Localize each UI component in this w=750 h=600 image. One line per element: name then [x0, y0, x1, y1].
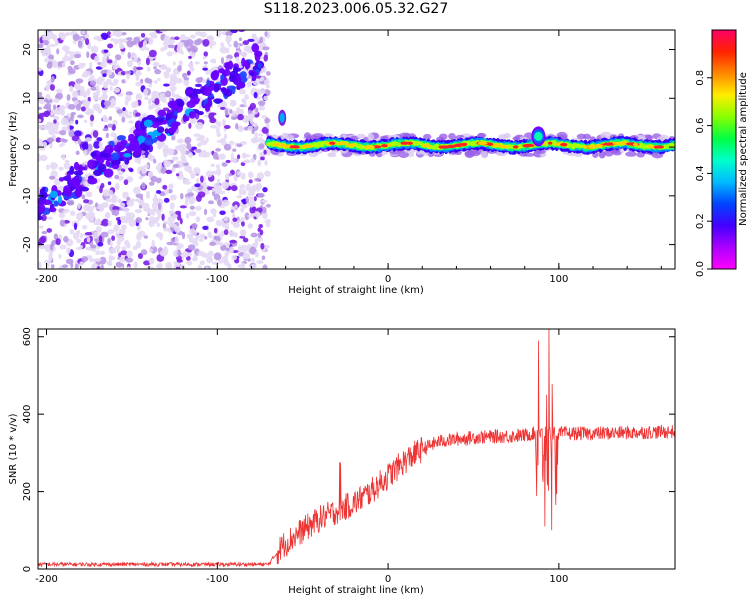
spectrogram-x-tick-label: 100	[549, 274, 568, 285]
snr-frame	[37, 328, 676, 570]
snr-x-ticks: -200 -100 0 100	[35, 329, 568, 585]
snr-y-tick-label: 0	[22, 566, 33, 572]
snr-x-tick-label: -200	[35, 574, 58, 585]
snr-plot-area	[38, 329, 675, 569]
spectrogram-y-tick-label: 20	[22, 43, 33, 56]
spectrogram-x-tick-label: -200	[35, 274, 58, 285]
spectrogram-y-tick-label: -10	[22, 188, 33, 204]
spectrogram-y-tick-label: -20	[22, 236, 33, 252]
colorbar-gradient	[712, 30, 736, 269]
snr-y-ticks: 0 200 400 600	[22, 327, 675, 572]
spectrogram-x-ticks: -200 -100 0 100	[35, 30, 662, 285]
spectrogram-x-tick-label: -100	[206, 274, 229, 285]
colorbar-tick-label: 0.6	[695, 118, 706, 134]
colorbar-tick-label: 0.2	[695, 213, 706, 229]
spectrogram-noise-region	[38, 30, 272, 269]
snr-x-tick-label: -100	[206, 574, 229, 585]
snr-panel: -200 -100 0 100 0 200 400 600 Height of straig…	[8, 327, 676, 596]
colorbar-tick-label: 0.0	[695, 261, 706, 277]
colorbar-tick-label: 0.4	[695, 165, 706, 181]
snr-x-tick-label: 0	[385, 574, 391, 585]
snr-y-tick-label: 400	[22, 405, 33, 424]
spectrogram-x-label: Height of straight line (km)	[288, 285, 424, 296]
snr-y-tick-label: 600	[22, 327, 33, 346]
spectrogram-plot-area	[38, 30, 675, 269]
snr-y-label: SNR (10 * v/v)	[8, 413, 19, 484]
spectrogram-diagonal-streak	[38, 43, 265, 221]
colorbar-label: Normalized spectral amplitude	[738, 72, 749, 226]
snr-x-label: Height of straight line (km)	[288, 585, 424, 596]
figure-title: S118.2023.006.05.32.G27	[264, 1, 449, 17]
spectrogram-y-tick-label: 0	[22, 144, 33, 150]
snr-series-line	[38, 329, 675, 568]
spectrogram-x-tick-label: 0	[385, 274, 391, 285]
colorbar: 0.0 0.2 0.4 0.6 0.8 Normalized spectral ampl…	[695, 29, 749, 277]
colorbar-frame	[711, 29, 737, 270]
spectrogram-y-label: Frequency (Hz)	[8, 111, 19, 187]
spectrogram-frame	[37, 29, 676, 270]
spectrogram-y-ticks: -20 -10 0 10 20	[22, 43, 675, 253]
colorbar-ticks: 0.0 0.2 0.4 0.6 0.8	[695, 70, 712, 277]
spectrogram-signal-band	[264, 109, 675, 159]
colorbar-tick-label: 0.8	[695, 70, 706, 86]
spectrogram-y-tick-label: 10	[22, 92, 33, 105]
snr-y-tick-label: 200	[22, 482, 33, 501]
snr-x-tick-label: 100	[549, 574, 568, 585]
